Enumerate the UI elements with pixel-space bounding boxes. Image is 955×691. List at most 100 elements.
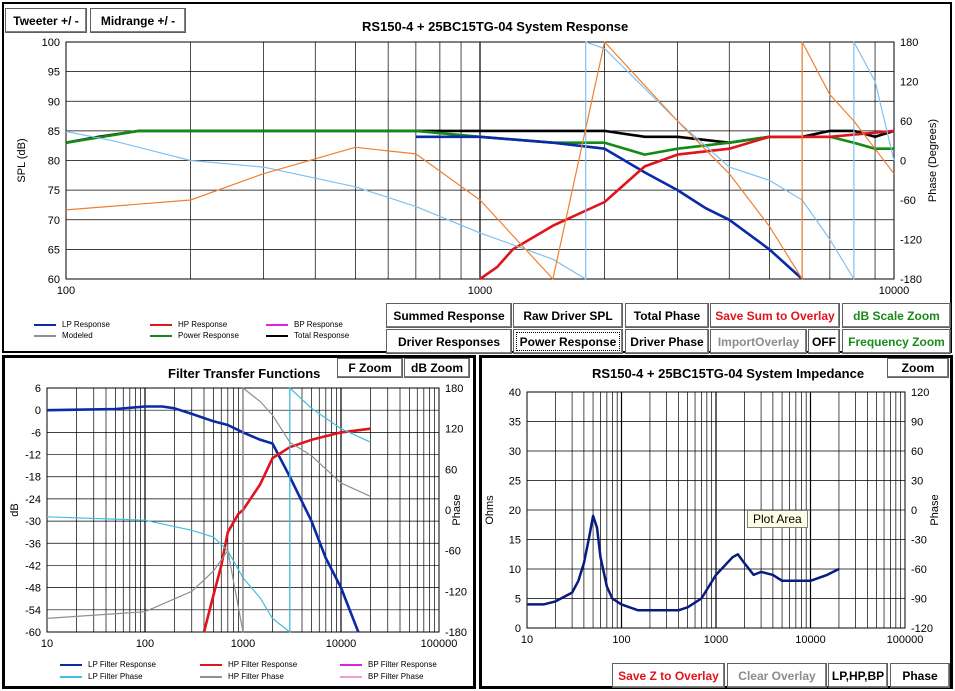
x-tick-label: 10 xyxy=(521,634,533,646)
x-tick-label: 100 xyxy=(57,285,75,297)
filter-transfer-chart[interactable]: 60-6-12-18-24-30-36-42-48-54-60180120600… xyxy=(0,370,478,670)
y2-tick-label: -60 xyxy=(911,564,927,576)
legend-swatch xyxy=(200,663,222,666)
x-tick-label: 10 xyxy=(41,638,53,650)
y-tick-label: 40 xyxy=(509,387,521,399)
x-tick-label: 100000 xyxy=(421,638,458,650)
y-tick-label: 60 xyxy=(48,274,60,286)
db-zoom-button[interactable]: dB Zoom xyxy=(404,358,470,378)
x-tick-label: 100 xyxy=(136,638,154,650)
plot-area-tooltip: Plot Area xyxy=(747,510,808,528)
y-tick-label: 5 xyxy=(515,594,521,606)
save-sum-to-overlay-button[interactable]: Save Sum to Overlay xyxy=(710,303,840,328)
y-tick-label: 10 xyxy=(509,564,521,576)
y-tick-label: -36 xyxy=(25,538,41,550)
legend-swatch xyxy=(266,323,288,326)
y-tick-label: 90 xyxy=(48,96,60,108)
total-phase-button[interactable]: Total Phase xyxy=(625,303,709,328)
db-scale-zoom-button[interactable]: dB Scale Zoom xyxy=(842,303,951,328)
x-tick-label: 10000 xyxy=(326,638,357,650)
summed-response-button[interactable]: Summed Response xyxy=(386,303,512,328)
system-response-legend: LP Response HP Response BP Response Modeled… xyxy=(34,320,384,344)
save-z-to-overlay-button[interactable]: Save Z to Overlay xyxy=(612,663,725,688)
y2-tick-label: 120 xyxy=(900,77,918,89)
raw-driver-spl-button[interactable]: Raw Driver SPL xyxy=(513,303,623,328)
y2-tick-label: -30 xyxy=(911,535,927,547)
y2-tick-label: -60 xyxy=(900,195,916,207)
legend-label: Modeled xyxy=(62,331,93,340)
legend-label: LP Response xyxy=(62,320,110,329)
y-tick-label: 25 xyxy=(509,476,521,488)
y2-axis-label: Phase xyxy=(929,494,941,525)
midrange-button[interactable]: Midrange +/ - xyxy=(90,8,186,33)
series-line-hp-filter-phase xyxy=(46,387,371,633)
y-axis-label: SPL (dB) xyxy=(16,138,28,182)
y2-tick-label: 0 xyxy=(445,505,451,517)
impedance-zoom-button[interactable]: Zoom xyxy=(887,358,949,378)
driver-responses-button[interactable]: Driver Responses xyxy=(386,329,512,354)
legend-swatch xyxy=(150,323,172,326)
series-line-power-response xyxy=(65,129,894,156)
lp-hp-bp-button[interactable]: LP,HP,BP xyxy=(828,663,888,688)
legend-swatch xyxy=(60,675,82,678)
f-zoom-button[interactable]: F Zoom xyxy=(337,358,403,378)
y2-tick-label: 60 xyxy=(911,446,923,458)
legend-item: Modeled xyxy=(34,331,93,340)
x-tick-label: 10000 xyxy=(795,634,826,646)
tweeter-button[interactable]: Tweeter +/ - xyxy=(5,8,87,33)
y2-tick-label: 180 xyxy=(900,37,918,49)
y2-axis-label: Phase xyxy=(451,494,463,525)
series-line-hp-response xyxy=(479,129,895,281)
y-tick-label: 75 xyxy=(48,185,60,197)
series-line-lp-phase xyxy=(65,41,895,280)
y2-tick-label: 30 xyxy=(911,476,923,488)
legend-swatch xyxy=(34,334,56,337)
x-tick-label: 1000 xyxy=(231,638,255,650)
x-tick-label: 1000 xyxy=(468,285,492,297)
series-line-lp-filter-phase xyxy=(46,387,371,633)
y-tick-label: -48 xyxy=(25,583,41,595)
legend-label: HP Filter Response xyxy=(228,660,298,669)
impedance-phase-button[interactable]: Phase xyxy=(890,663,950,688)
legend-item: HP Response xyxy=(150,320,227,329)
legend-swatch xyxy=(200,675,222,678)
y2-tick-label: 90 xyxy=(911,417,923,429)
y-tick-label: -18 xyxy=(25,472,41,484)
driver-phase-button[interactable]: Driver Phase xyxy=(625,329,709,354)
y-axis-label: dB xyxy=(9,503,21,516)
frequency-zoom-button[interactable]: Frequency Zoom xyxy=(842,329,951,354)
system-response-title: RS150-4 + 25BC15TG-04 System Response xyxy=(362,19,629,34)
power-response-button[interactable]: Power Response xyxy=(513,329,623,354)
legend-item: Total Response xyxy=(266,331,349,340)
impedance-chart[interactable]: 40353025201510501209060300-30-60-90-1201… xyxy=(477,370,955,660)
y2-tick-label: 120 xyxy=(445,424,463,436)
legend-item: HP Filter Phase xyxy=(200,672,284,681)
y2-tick-label: 60 xyxy=(900,116,912,128)
y-tick-label: -54 xyxy=(25,605,41,617)
y-tick-label: -60 xyxy=(25,627,41,639)
clear-overlay-button[interactable]: Clear Overlay xyxy=(727,663,827,688)
overlay-off-button[interactable]: OFF xyxy=(808,329,840,354)
legend-swatch xyxy=(150,334,172,337)
y-axis-label: Ohms xyxy=(484,495,496,525)
legend-item: BP Filter Response xyxy=(340,660,437,669)
y-tick-label: -42 xyxy=(25,560,41,572)
legend-swatch xyxy=(34,323,56,326)
x-tick-label: 100000 xyxy=(887,634,924,646)
filter-transfer-title: Filter Transfer Functions xyxy=(168,366,321,381)
y-tick-label: 35 xyxy=(509,417,521,429)
y2-tick-label: 0 xyxy=(900,156,906,168)
system-response-chart[interactable]: 1009590858075706560180120600-60-120-1801… xyxy=(0,30,955,330)
y-tick-label: 65 xyxy=(48,244,60,256)
x-tick-label: 1000 xyxy=(704,634,728,646)
legend-item: LP Filter Response xyxy=(60,660,156,669)
legend-label: Power Response xyxy=(178,331,239,340)
y2-tick-label: -60 xyxy=(445,546,461,558)
y-tick-label: -12 xyxy=(25,450,41,462)
y-tick-label: 70 xyxy=(48,215,60,227)
y2-tick-label: -90 xyxy=(911,594,927,606)
series-line-lp-response xyxy=(415,135,804,280)
import-overlay-button[interactable]: ImportOverlay xyxy=(710,329,807,354)
y-tick-label: 0 xyxy=(515,623,521,635)
legend-label: HP Filter Phase xyxy=(228,672,284,681)
